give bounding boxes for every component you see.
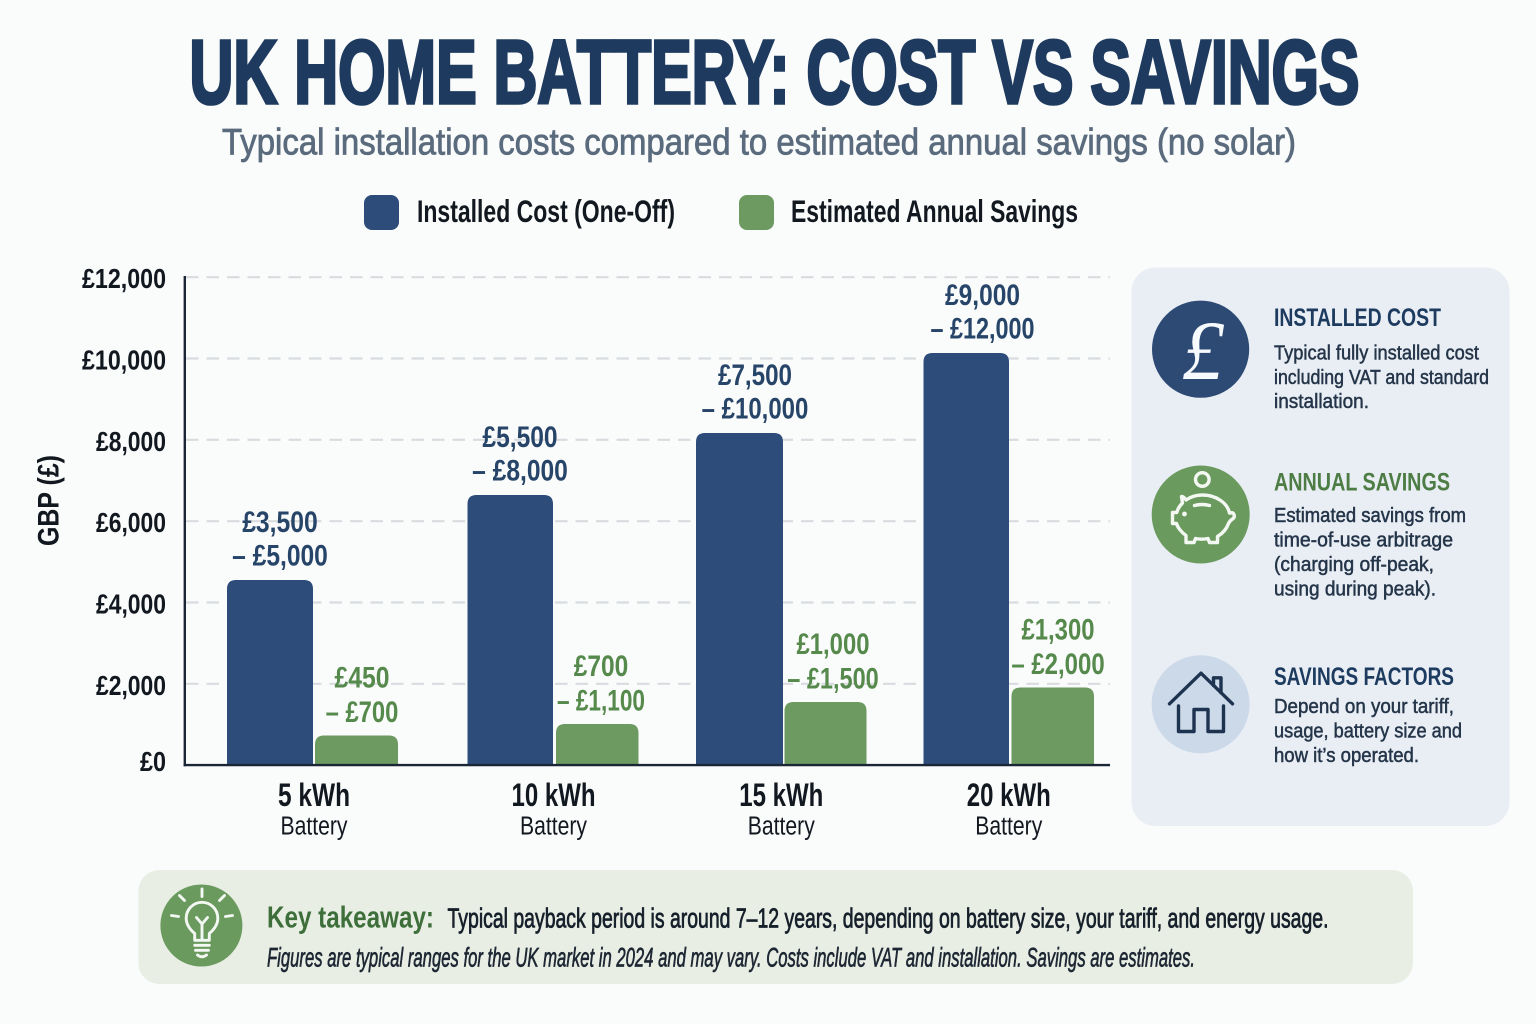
svg-text:Estimated savings from: Estimated savings from [1274, 505, 1466, 527]
svg-text:15 kWh: 15 kWh [739, 777, 823, 813]
svg-text:GBP (£): GBP (£) [33, 455, 66, 546]
svg-text:£7,500: £7,500 [718, 359, 792, 392]
svg-text:time-of-use arbitrage: time-of-use arbitrage [1274, 530, 1453, 552]
svg-text:5 kWh: 5 kWh [278, 777, 350, 813]
svg-text:Depend on your tariff,: Depend on your tariff, [1274, 696, 1454, 718]
svg-text:£0: £0 [140, 746, 166, 777]
svg-text:Battery: Battery [520, 811, 588, 841]
svg-text:INSTALLED COST: INSTALLED COST [1274, 305, 1441, 332]
svg-text:£1,000: £1,000 [797, 628, 870, 661]
svg-text:£700: £700 [574, 650, 629, 683]
svg-text:Typical fully installed cost: Typical fully installed cost [1274, 342, 1479, 364]
svg-text:how it’s operated.: how it’s operated. [1274, 745, 1419, 767]
svg-text:£5,500: £5,500 [482, 421, 557, 454]
svg-text:– £12,000: – £12,000 [931, 313, 1035, 346]
svg-text:£3,500: £3,500 [242, 506, 318, 539]
svg-text:£2,000: £2,000 [96, 670, 166, 701]
svg-text:20 kWh: 20 kWh [967, 777, 1051, 813]
svg-text:– £700: – £700 [326, 696, 399, 729]
svg-text:Battery: Battery [975, 811, 1043, 841]
svg-text:– £2,000: – £2,000 [1011, 648, 1104, 681]
svg-text:Typical payback period is arou: Typical payback period is around 7–12 ye… [448, 902, 1329, 934]
svg-text:Estimated Annual Savings: Estimated Annual Savings [791, 193, 1078, 229]
svg-text:£10,000: £10,000 [82, 345, 166, 376]
svg-text:– £1,500: – £1,500 [787, 663, 879, 696]
svg-text:SAVINGS FACTORS: SAVINGS FACTORS [1274, 664, 1454, 691]
svg-text:Key takeaway:: Key takeaway: [267, 901, 434, 935]
svg-text:Battery: Battery [281, 811, 349, 841]
svg-text:Battery: Battery [748, 811, 816, 841]
svg-text:£12,000: £12,000 [82, 263, 166, 294]
svg-text:Figures are typical ranges for: Figures are typical ranges for the UK ma… [267, 943, 1195, 973]
svg-text:10 kWh: 10 kWh [512, 777, 596, 813]
svg-text:£8,000: £8,000 [96, 426, 166, 457]
svg-text:usage, battery size and: usage, battery size and [1274, 720, 1462, 742]
svg-text:£1,300: £1,300 [1022, 614, 1095, 647]
svg-text:using during peak).: using during peak). [1274, 578, 1436, 600]
svg-text:£6,000: £6,000 [96, 507, 166, 538]
svg-text:ANNUAL SAVINGS: ANNUAL SAVINGS [1274, 469, 1450, 496]
svg-text:Typical installation costs com: Typical installation costs compared to e… [222, 121, 1296, 162]
svg-text:Installed Cost (One-Off): Installed Cost (One-Off) [417, 193, 675, 229]
svg-text:including VAT and standard: including VAT and standard [1274, 367, 1489, 389]
svg-text:– £5,000: – £5,000 [232, 540, 328, 573]
svg-text:installation.: installation. [1274, 391, 1369, 413]
svg-text:£9,000: £9,000 [945, 279, 1020, 312]
svg-text:£4,000: £4,000 [96, 589, 166, 620]
svg-text:– £1,100: – £1,100 [557, 685, 645, 718]
svg-text:(charging off-peak,: (charging off-peak, [1274, 554, 1434, 576]
svg-text:– £8,000: – £8,000 [472, 455, 568, 488]
svg-text:UK HOME BATTERY: COST VS SAVIN: UK HOME BATTERY: COST VS SAVINGS [190, 23, 1360, 123]
svg-text:£: £ [1182, 304, 1224, 398]
svg-text:– £10,000: – £10,000 [702, 393, 809, 426]
svg-text:£450: £450 [335, 662, 390, 695]
